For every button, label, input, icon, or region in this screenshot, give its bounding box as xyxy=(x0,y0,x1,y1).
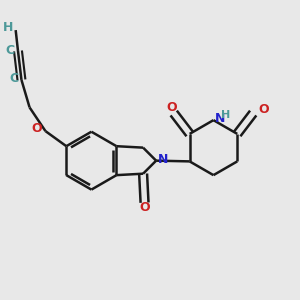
Text: H: H xyxy=(221,110,230,120)
Text: N: N xyxy=(158,153,169,166)
Text: O: O xyxy=(139,201,150,214)
Text: O: O xyxy=(259,103,269,116)
Text: C: C xyxy=(6,44,15,56)
Text: O: O xyxy=(167,101,178,114)
Text: O: O xyxy=(31,122,42,135)
Text: C: C xyxy=(9,73,18,85)
Text: N: N xyxy=(215,112,225,125)
Text: H: H xyxy=(3,21,13,34)
